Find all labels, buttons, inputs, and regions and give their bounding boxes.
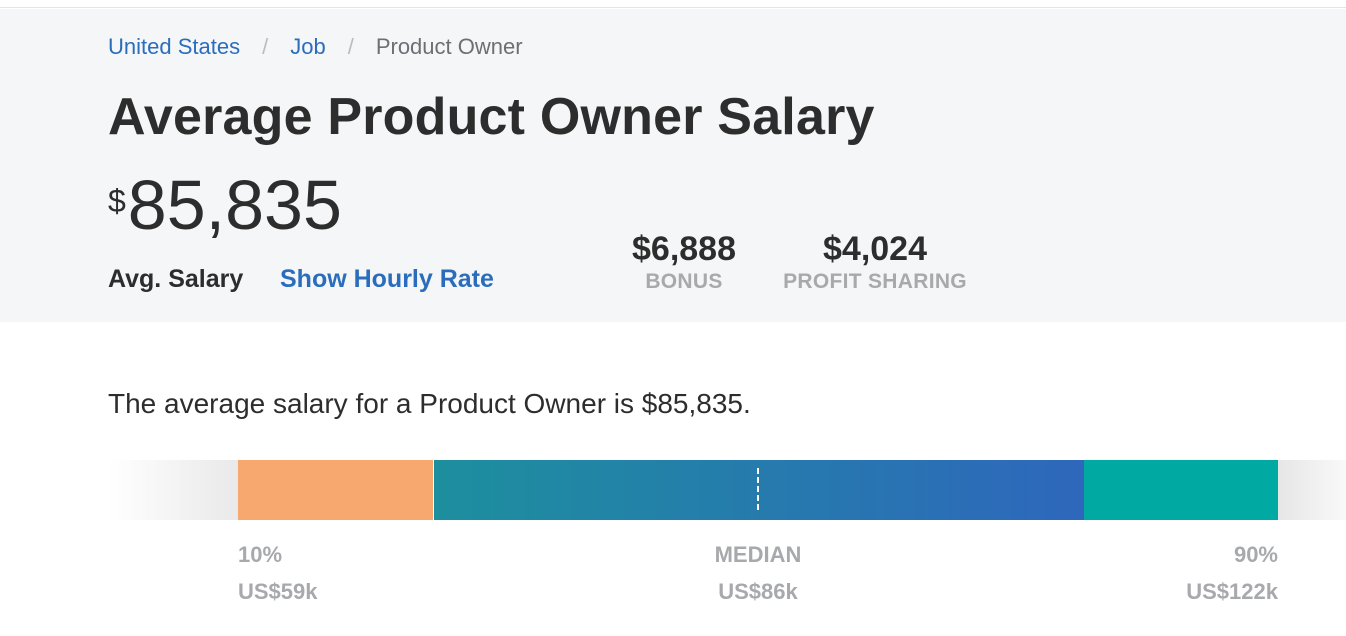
profit-sharing-label: PROFIT SHARING [783, 270, 967, 294]
percentile-10: 10% US$59k [238, 536, 318, 611]
breadcrumb-link-country[interactable]: United States [108, 34, 241, 59]
median-label: MEDIAN [714, 542, 802, 567]
profit-sharing-value: $4,024 [823, 230, 927, 268]
bar-fade-left [108, 460, 238, 520]
avg-salary-label: Avg. Salary [108, 265, 244, 293]
bonus-label: BONUS [645, 270, 723, 294]
top-divider [0, 0, 1346, 8]
percentile-90-value: US$122k [1186, 579, 1278, 605]
salary-header: United States / Job / Product Owner Aver… [0, 9, 1346, 322]
bonus-value: $6,888 [632, 230, 736, 268]
breadcrumb-separator: / [262, 34, 269, 59]
show-hourly-rate-link[interactable]: Show Hourly Rate [280, 265, 494, 293]
average-salary: $ 85,835 [108, 166, 342, 244]
percentile-90-label: 90% [1233, 542, 1278, 567]
percentile-median: MEDIAN US$86k [658, 536, 858, 611]
breadcrumb-link-job[interactable]: Job [290, 34, 326, 59]
bar-segment-high [1084, 460, 1278, 520]
bonus-stat: $6,888 BONUS [620, 230, 748, 294]
bar-fade-right [1278, 460, 1346, 520]
page-title: Average Product Owner Salary [108, 88, 875, 146]
median-value: US$86k [718, 579, 798, 605]
percentile-10-label: 10% [238, 542, 283, 567]
profit-sharing-stat: $4,024 PROFIT SHARING [776, 230, 974, 294]
breadcrumb: United States / Job / Product Owner [108, 34, 523, 60]
percentile-10-value: US$59k [238, 579, 318, 605]
breadcrumb-separator: / [347, 34, 354, 59]
salary-summary: The average salary for a Product Owner i… [108, 388, 751, 419]
salary-value: 85,835 [127, 166, 342, 244]
salary-currency-symbol: $ [108, 183, 126, 219]
percentile-90: 90% US$122k [1078, 536, 1278, 611]
bar-segment-low [238, 460, 433, 520]
breadcrumb-current: Product Owner [375, 34, 523, 59]
median-marker [757, 468, 759, 510]
bar-segment-middle [434, 460, 1084, 520]
